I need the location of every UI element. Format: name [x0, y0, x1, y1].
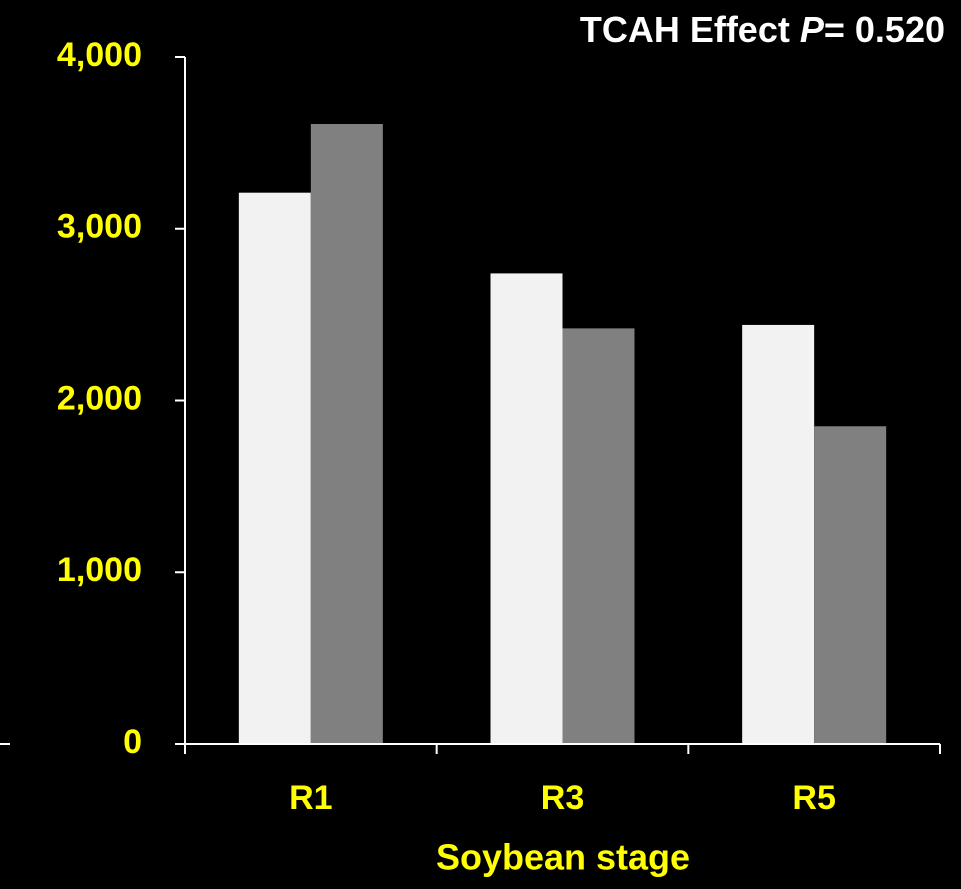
y-tick-label: 2,000	[57, 379, 142, 417]
bar	[310, 123, 383, 745]
bar	[490, 273, 563, 744]
bar	[742, 324, 815, 744]
y-tick-label: 0	[123, 723, 142, 761]
bar	[562, 328, 635, 744]
bar	[814, 426, 887, 744]
bar	[238, 192, 311, 744]
x-tick-label: R5	[792, 779, 835, 817]
x-tick-label: R3	[541, 779, 584, 817]
title-text: TCAH Effect	[580, 9, 790, 50]
y-tick-label: 4,000	[57, 36, 142, 74]
x-axis-label: Soybean stage	[436, 837, 690, 878]
title-rest: = 0.520	[824, 9, 945, 50]
title-italic: P	[800, 9, 825, 50]
chart-title: TCAH Effect P= 0.520	[580, 9, 945, 50]
y-tick-label: 3,000	[57, 208, 142, 246]
x-tick-label: R1	[289, 779, 332, 817]
y-tick-label: 1,000	[57, 551, 142, 589]
